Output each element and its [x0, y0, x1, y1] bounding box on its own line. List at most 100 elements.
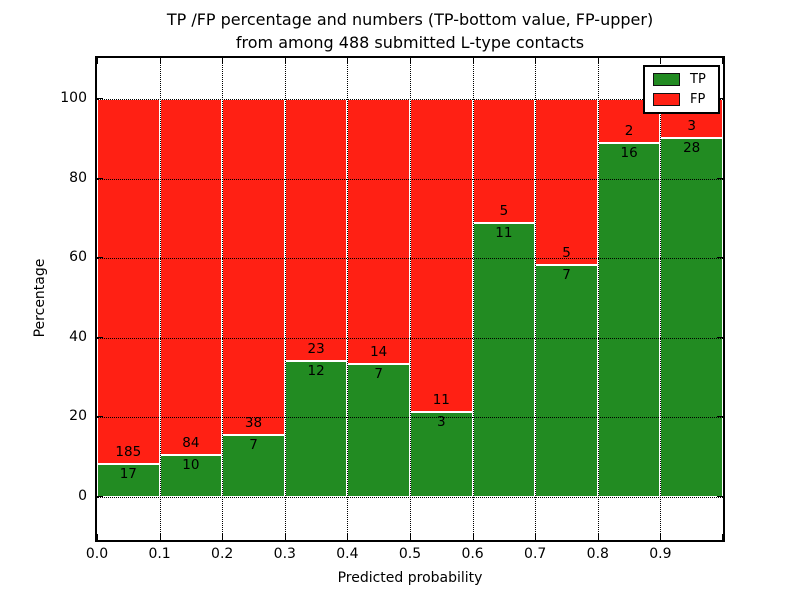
x-tick-label: 0.3 — [273, 546, 296, 562]
tp-count-label: 7 — [374, 366, 383, 383]
grid-line-vertical — [410, 58, 411, 540]
x-tick — [535, 58, 537, 64]
tp-bar-segment — [97, 463, 160, 497]
x-tick — [597, 534, 599, 540]
x-tick — [97, 58, 98, 64]
x-tick — [535, 534, 537, 540]
fp-count-label: 38 — [244, 415, 263, 432]
tp-bar-segment — [347, 364, 410, 497]
tp-bar-segment — [660, 137, 723, 497]
x-tick — [97, 534, 98, 540]
fp-count-label: 5 — [499, 203, 509, 220]
legend-entry-tp: TP — [653, 73, 706, 86]
x-tick — [722, 534, 723, 540]
grid-line-vertical — [284, 58, 286, 540]
fp-count-label: 14 — [370, 344, 388, 361]
grid-line-horizontal — [97, 178, 723, 180]
x-tick — [597, 58, 599, 64]
tp-count-label: 11 — [495, 225, 513, 242]
y-tick — [717, 97, 723, 99]
y-tick — [97, 97, 103, 99]
fp-bar-segment — [97, 98, 160, 464]
chart-title-line2: from among 488 submitted L-type contacts — [235, 33, 585, 52]
x-tick — [722, 58, 723, 64]
x-tick — [284, 58, 286, 64]
fp-count-label: 23 — [307, 340, 325, 357]
fp-count-label: 2 — [624, 123, 634, 140]
x-tick — [410, 534, 411, 540]
grid-line-vertical — [472, 58, 474, 540]
tp-bar-segment — [472, 223, 536, 497]
tp-legend-label: TP — [690, 72, 706, 87]
x-tick-label: 0.6 — [461, 546, 484, 562]
fp-bar-segment — [222, 98, 285, 436]
fp-bar-segment — [159, 98, 223, 455]
x-tick — [347, 58, 349, 64]
tp-count-label: 7 — [249, 437, 258, 454]
x-tick — [222, 58, 224, 64]
grid-line-horizontal — [97, 98, 723, 100]
x-tick — [660, 534, 662, 540]
fp-count-label: 11 — [432, 391, 450, 408]
tp-count-label: 12 — [307, 362, 325, 379]
x-tick — [222, 534, 224, 540]
grid-line-horizontal — [97, 337, 723, 339]
y-tick — [97, 496, 103, 497]
fp-bar-segment — [410, 98, 473, 412]
y-tick-label: 60 — [69, 249, 87, 266]
tp-bar-segment — [159, 454, 223, 497]
x-tick-label: 0.4 — [336, 546, 359, 562]
y-tick — [717, 496, 723, 497]
x-tick-label: 0.7 — [524, 546, 547, 562]
grid-line-vertical — [535, 58, 537, 540]
x-tick — [159, 58, 161, 64]
fp-legend-swatch — [653, 93, 680, 106]
x-tick-label: 0.8 — [586, 546, 609, 562]
grid-line-vertical — [159, 58, 161, 540]
y-tick — [717, 336, 723, 338]
tp-count-label: 28 — [683, 139, 701, 156]
fp-count-label: 185 — [115, 443, 142, 460]
tp-count-label: 10 — [182, 456, 200, 473]
grid-line-vertical — [660, 58, 662, 540]
x-tick-label: 0.0 — [85, 546, 109, 562]
tp-bar-segment — [410, 411, 473, 497]
y-tick — [97, 177, 103, 179]
tp-legend-swatch — [653, 73, 680, 86]
tp-count-label: 7 — [562, 266, 571, 283]
fp-bar-segment — [347, 98, 410, 365]
tp-bar-segment — [535, 264, 598, 497]
grid-line-horizontal — [97, 258, 723, 260]
fp-count-label: 5 — [562, 244, 571, 261]
plot-area: TP FP 185 17 84 10 38 7 23 12 14 7 11 3 5 11 5 7 2 16 3 28 0… — [60, 56, 725, 562]
tp-count-label: 3 — [437, 413, 446, 430]
tp-bar-segment — [597, 143, 661, 497]
fp-legend-label: FP — [690, 92, 706, 107]
x-tick — [159, 534, 161, 540]
y-tick — [717, 177, 723, 179]
y-tick — [97, 416, 103, 418]
y-axis-label: Percentage — [32, 258, 48, 338]
legend-entry-fp: FP — [653, 93, 706, 106]
x-tick — [472, 534, 474, 540]
x-tick-label: 0.9 — [649, 546, 672, 562]
x-axis-label: Predicted probability — [337, 570, 483, 586]
tp-bar-segment — [284, 360, 348, 497]
y-tick-label: 100 — [60, 89, 87, 106]
x-tick — [284, 534, 286, 540]
y-tick-label: 40 — [69, 328, 87, 345]
chart-title: TP /FP percentage and numbers (TP-bottom… — [95, 8, 725, 54]
y-tick-label: 20 — [69, 408, 87, 425]
tp-count-label: 16 — [620, 145, 638, 162]
y-tick-label: 80 — [69, 169, 87, 186]
x-tick-label: 0.5 — [398, 546, 422, 562]
x-tick — [660, 58, 662, 64]
y-tick — [97, 336, 103, 338]
grid-line-vertical — [597, 58, 599, 540]
grid-line-horizontal — [97, 417, 723, 419]
y-tick — [717, 257, 723, 259]
y-tick-label: 0 — [78, 488, 87, 504]
fp-count-label: 3 — [687, 117, 696, 134]
x-tick-label: 0.1 — [148, 546, 171, 562]
